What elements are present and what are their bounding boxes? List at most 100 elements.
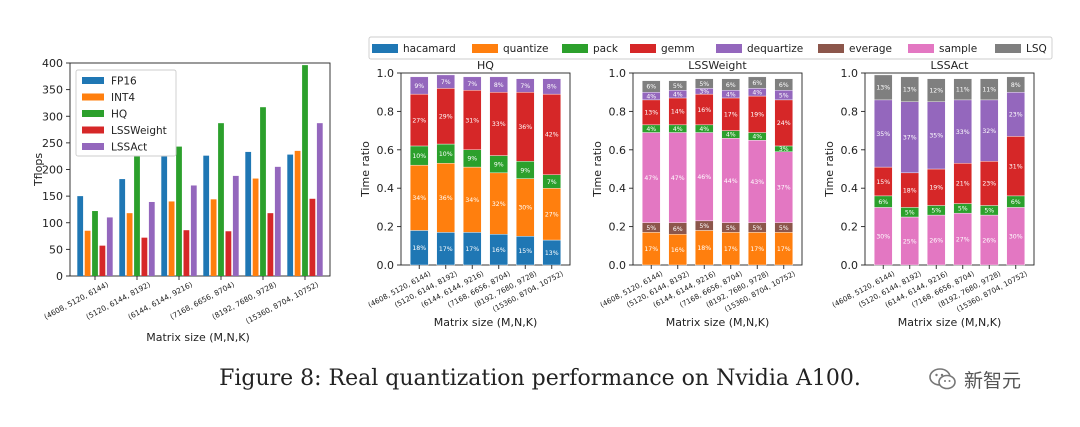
- bar-segment-lsq: [748, 76, 767, 89]
- y-tick-label: 400: [42, 57, 63, 70]
- y-tick-label: 0.4: [841, 182, 859, 195]
- legend-label-gemm: gemm: [661, 43, 695, 55]
- bar-fp16: [77, 196, 84, 276]
- data-label: 8%: [547, 84, 557, 91]
- legend-swatch-hacamard: [372, 44, 398, 53]
- bar-hq: [302, 65, 308, 276]
- data-label: 43%: [750, 179, 764, 186]
- y-axis-label: Time ratio: [823, 141, 836, 198]
- data-label: 26%: [982, 237, 996, 244]
- data-label: 4%: [726, 132, 736, 139]
- data-label: 19%: [929, 185, 943, 192]
- bar-lssweight: [99, 245, 106, 276]
- bar-fp16: [119, 179, 126, 276]
- data-label: 6%: [1011, 199, 1021, 206]
- legend-label-lssweight: LSSWeight: [111, 125, 167, 137]
- y-tick-label: 100: [42, 217, 63, 230]
- y-tick-label: 0.6: [609, 144, 627, 157]
- y-tick-label: 0.2: [841, 221, 859, 234]
- legend-label-sample: sample: [939, 43, 977, 55]
- data-label: 21%: [956, 181, 970, 188]
- legend-swatch-quantize: [472, 44, 498, 53]
- data-label: 47%: [671, 175, 685, 182]
- legend-swatch-gemm: [630, 44, 656, 53]
- y-tick-label: 0.6: [841, 144, 859, 157]
- data-label: 5%: [779, 92, 789, 99]
- legend-label-hacamard: hacamard: [403, 43, 456, 55]
- data-label: 6%: [878, 199, 888, 206]
- data-label: 4%: [726, 91, 736, 98]
- panel-frame: [632, 72, 803, 266]
- bar-segment-lsq: [927, 78, 946, 103]
- data-label: 8%: [1011, 82, 1021, 89]
- data-label: 11%: [982, 87, 996, 94]
- data-label: 44%: [724, 178, 738, 185]
- y-tick-label: 50: [49, 243, 63, 256]
- data-label: 31%: [1009, 163, 1023, 170]
- data-label: 16%: [492, 247, 506, 254]
- data-label: 9%: [467, 156, 477, 163]
- bar-hq: [176, 146, 182, 276]
- data-label: 5%: [958, 206, 968, 213]
- data-label: 35%: [929, 133, 943, 140]
- data-label: 5%: [931, 208, 941, 215]
- legend-swatch-hq: [82, 110, 104, 117]
- figure-caption: Figure 8: Real quantization performance …: [219, 366, 861, 391]
- data-label: 3%: [779, 146, 789, 153]
- data-label: 33%: [956, 129, 970, 136]
- x-axis-label: Matrix size (M,N,K): [434, 316, 537, 329]
- legend-label-int4: INT4: [111, 92, 135, 104]
- bar-segment-lsq: [774, 78, 793, 91]
- data-label: 29%: [439, 114, 453, 121]
- data-label: 16%: [697, 107, 711, 114]
- data-label: 11%: [956, 87, 970, 94]
- data-label: 5%: [726, 225, 736, 232]
- bar-segment-lsq: [695, 78, 714, 89]
- data-label: 5%: [699, 81, 709, 88]
- bar-lssact: [190, 185, 197, 276]
- bar-int4: [126, 213, 133, 276]
- data-label: 6%: [673, 226, 683, 233]
- bar-segment-lsq: [900, 76, 919, 102]
- bar-int4: [168, 201, 175, 276]
- bar-lssact: [106, 217, 113, 276]
- data-label: 10%: [412, 153, 426, 160]
- y-tick-label: 0.4: [377, 182, 395, 195]
- data-label: 7%: [467, 81, 477, 88]
- y-tick-label: 0.8: [841, 105, 859, 118]
- legend-label-lssact: LSSAct: [111, 142, 147, 154]
- data-label: 9%: [520, 167, 530, 174]
- data-label: 4%: [673, 91, 683, 98]
- data-label: 9%: [414, 83, 424, 90]
- data-label: 13%: [644, 110, 658, 117]
- panel-title: HQ: [477, 59, 494, 72]
- panel-title: LSSWeight: [688, 59, 747, 72]
- data-label: 17%: [724, 112, 738, 119]
- watermark-text: 新智元: [964, 369, 1022, 392]
- data-label: 5%: [905, 210, 915, 217]
- y-tick-label: 250: [42, 137, 63, 150]
- bar-hq: [134, 146, 140, 276]
- data-label: 47%: [644, 175, 658, 182]
- data-label: 4%: [646, 93, 656, 100]
- bar-int4: [84, 230, 91, 276]
- bar-lssweight: [225, 231, 232, 276]
- bar-int4: [294, 150, 301, 276]
- bar-segment-dequartize: [542, 78, 561, 95]
- legend-swatch-everage: [818, 44, 844, 53]
- x-axis-label: Matrix size (M,N,K): [898, 316, 1001, 329]
- legend-swatch-lssweight: [82, 126, 104, 134]
- bar-lssact: [232, 175, 239, 276]
- data-label: 13%: [903, 87, 917, 94]
- data-label: 32%: [982, 128, 996, 135]
- bar-fp16: [245, 151, 252, 276]
- data-label: 34%: [412, 195, 426, 202]
- data-label: 4%: [646, 126, 656, 133]
- y-tick-label: 350: [42, 84, 63, 97]
- data-label: 17%: [439, 246, 453, 253]
- legend-label-dequartize: dequartize: [747, 43, 803, 55]
- data-label: 17%: [465, 246, 479, 253]
- bar-fp16: [161, 150, 168, 276]
- legend-swatch-fp16: [82, 77, 104, 84]
- y-tick-label: 0.0: [609, 259, 627, 272]
